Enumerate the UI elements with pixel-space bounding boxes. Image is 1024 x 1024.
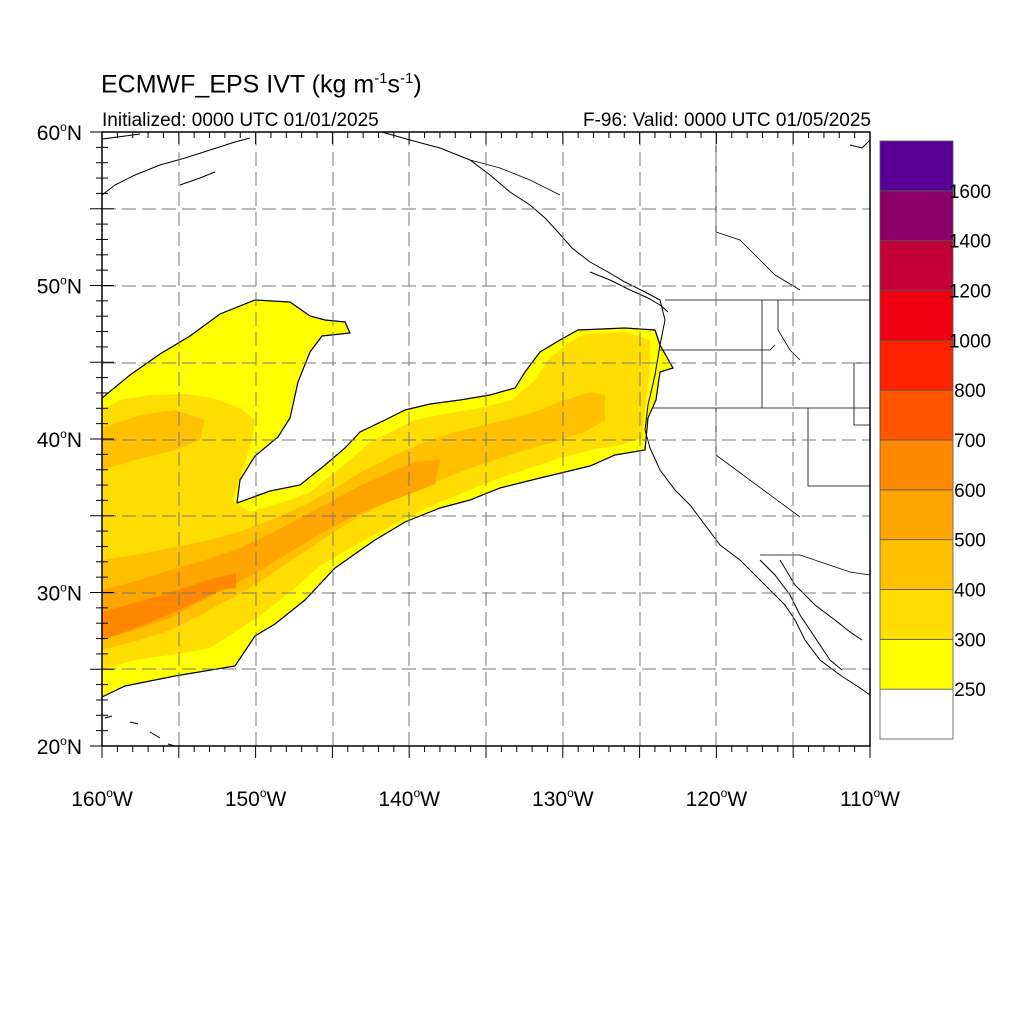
tick-labels: 160oW 150oW 140oW 130oW 120oW 110oW 20oN 30oN 40… [37,120,900,811]
valid-time-label: F-96: Valid: 0000 UTC 01/05/2025 [583,110,871,131]
colorbar-box [879,589,954,640]
colorbar-box [879,638,954,690]
colorbar-label: 250 [954,680,986,701]
north-america-coastline [381,132,870,696]
colorbar-box [879,140,954,192]
hawaii-islands [104,715,176,746]
colorbar-label: 700 [954,431,986,452]
colorbar-box [879,190,954,242]
colorbar-box [879,290,954,341]
x-tick-label: 140oW [378,786,440,811]
us-mexico-border [760,554,870,576]
y-tick-label: 30oN [37,581,82,606]
colorbar-label: 1200 [949,282,991,303]
alaska-coast [102,133,251,196]
colorbar-label: 1000 [949,331,991,352]
oregon-washington [660,344,776,351]
ivt-600-region [102,573,236,640]
colorbar-label: 600 [954,481,986,502]
colorbar-box [879,539,954,590]
y-tick-label: 40oN [37,427,82,452]
map-title: ECMWF_EPS IVT (kg m-1s-1) [101,70,422,99]
y-tick-label: 20oN [37,734,82,759]
colorbar-box [879,339,954,391]
y-tick-label: 50oN [37,274,82,299]
y-tick-label: 60oN [37,120,82,145]
colorbar-box [879,688,954,740]
baja-peninsula [759,559,863,671]
nevada-utah [807,408,870,487]
alaska-canada-border [469,159,561,196]
colorbar-label: 1400 [949,232,991,253]
wyoming-box [853,362,870,426]
colorbar: 250 300 400 500 600 700 800 1000 1200 1400 1600 [879,140,991,740]
x-tick-label: 130oW [532,786,594,811]
graticule [102,132,870,746]
nevada-border [715,408,801,518]
x-tick-label: 110oW [840,786,900,811]
colorbar-box [879,389,954,441]
colorbar-label: 800 [954,381,986,402]
ivt-field [102,299,674,698]
gulf-mexico-coast [849,139,870,149]
x-tick-label: 150oW [225,786,287,811]
colorbar-label: 500 [954,531,986,552]
colorbar-box [879,439,954,491]
political-boundaries [469,132,870,576]
colorbar-box [879,489,954,541]
idaho-montana [777,300,801,361]
canada-province-line [715,132,801,291]
x-tick-label: 120oW [686,786,748,811]
colorbar-box [879,240,954,291]
x-tick-label: 160oW [71,786,133,811]
colorbar-label: 400 [954,581,986,602]
colorbar-label: 300 [954,630,986,651]
tick-marks [90,131,871,758]
initialized-label: Initialized: 0000 UTC 01/01/2025 [102,110,379,131]
colorbar-label: 1600 [949,182,991,203]
vancouver-island [589,271,669,313]
